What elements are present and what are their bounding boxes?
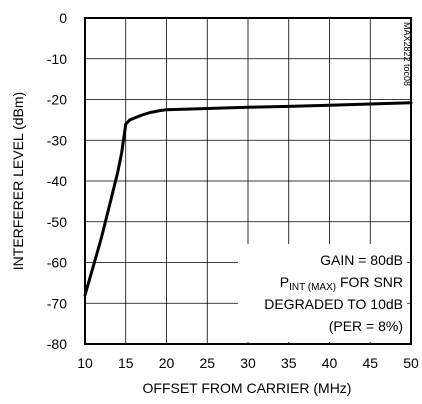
y-tick-label: -60 [47, 255, 67, 271]
y-tick-labels: 0 -10 -20 -30 -40 -50 -60 -70 -80 [47, 10, 67, 352]
x-tick-label: 45 [362, 355, 378, 371]
y-tick-label: -30 [47, 132, 67, 148]
annotation-gain: GAIN = 80dB [320, 252, 403, 268]
x-tick-label: 50 [403, 355, 419, 371]
y-tick-label: 0 [59, 10, 67, 26]
x-tick-labels: 10 15 20 25 30 35 40 45 50 [77, 355, 419, 371]
x-tick-label: 25 [199, 355, 215, 371]
y-tick-label: -50 [47, 214, 67, 230]
y-tick-label: -20 [47, 92, 67, 108]
annotation-background [238, 244, 407, 342]
x-tick-label: 40 [322, 355, 338, 371]
x-tick-label: 10 [77, 355, 93, 371]
x-tick-label: 30 [240, 355, 256, 371]
x-axis-title: OFFSET FROM CARRIER (MHz) [143, 380, 352, 396]
plot-frame [84, 17, 412, 345]
y-tick-label: -40 [47, 173, 67, 189]
y-tick-label: -70 [47, 295, 67, 311]
x-tick-label: 20 [159, 355, 175, 371]
x-tick-label: 35 [281, 355, 297, 371]
y-axis-title: INTERFERER LEVEL (dBm) [10, 92, 26, 270]
y-tick-label: -80 [47, 336, 67, 352]
annotation-pint: PINT (MAX) FOR SNR [280, 274, 403, 293]
series-layer [83, 101, 413, 297]
annotation-per: (PER = 8%) [329, 318, 403, 334]
series-line [83, 101, 413, 297]
annotation-degraded: DEGRADED TO 10dB [264, 296, 403, 312]
y-tick-label: -10 [47, 51, 67, 67]
x-tick-label: 15 [118, 355, 134, 371]
watermark: MAX2822 toc08 [402, 22, 412, 86]
